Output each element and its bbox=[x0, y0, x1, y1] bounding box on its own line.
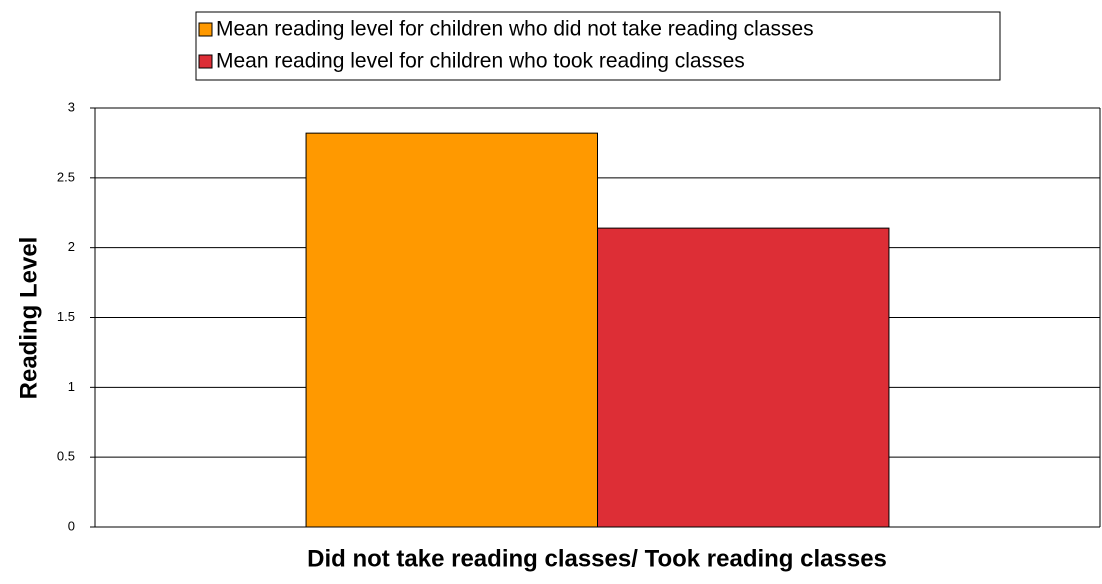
y-tick-label: 0 bbox=[68, 518, 75, 533]
y-tick-label: 2 bbox=[68, 239, 75, 254]
legend-box bbox=[195, 11, 1001, 81]
y-tick-label: 1.5 bbox=[57, 309, 75, 324]
y-axis-label: Reading Level bbox=[15, 237, 42, 400]
legend-swatch bbox=[198, 54, 213, 69]
bar bbox=[305, 132, 598, 528]
legend-swatch bbox=[198, 22, 213, 37]
legend-label: Mean reading level for children who took… bbox=[216, 50, 745, 73]
bar bbox=[597, 227, 890, 528]
x-axis-label: Did not take reading classes/ Took readi… bbox=[307, 545, 887, 572]
y-tick-label: 0.5 bbox=[57, 449, 75, 464]
y-tick-label: 1 bbox=[68, 379, 75, 394]
y-tick-label: 3 bbox=[68, 99, 75, 114]
y-tick-label: 2.5 bbox=[57, 169, 75, 184]
legend-label: Mean reading level for children who did … bbox=[216, 18, 814, 41]
